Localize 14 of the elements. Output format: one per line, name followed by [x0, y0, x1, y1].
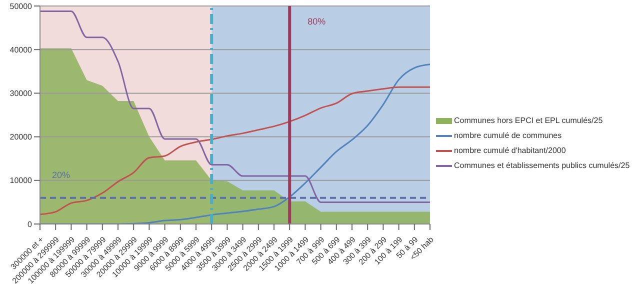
legend-label: Communes et établissements publics cumulés/25 — [454, 160, 630, 172]
legend-label: Communes hors EPCI et EPL cumulés/25 — [454, 115, 603, 127]
y-tick-label: 40000 — [10, 45, 33, 54]
y-tick-label: 0 — [28, 220, 33, 229]
annotation: 20% — [52, 170, 70, 180]
legend-label: nombre cumulé d'habitant/2000 — [454, 145, 566, 157]
ref-line-label: 80% — [308, 16, 326, 26]
y-tick-label: 50000 — [10, 2, 33, 11]
y-tick-label: 10000 — [10, 176, 33, 186]
legend-label: nombre cumulé de communes — [454, 130, 562, 142]
y-tick-label: 20000 — [10, 132, 33, 142]
y-tick-label: 30000 — [10, 89, 33, 98]
line-series — [39, 86, 431, 216]
line-series — [39, 10, 431, 203]
